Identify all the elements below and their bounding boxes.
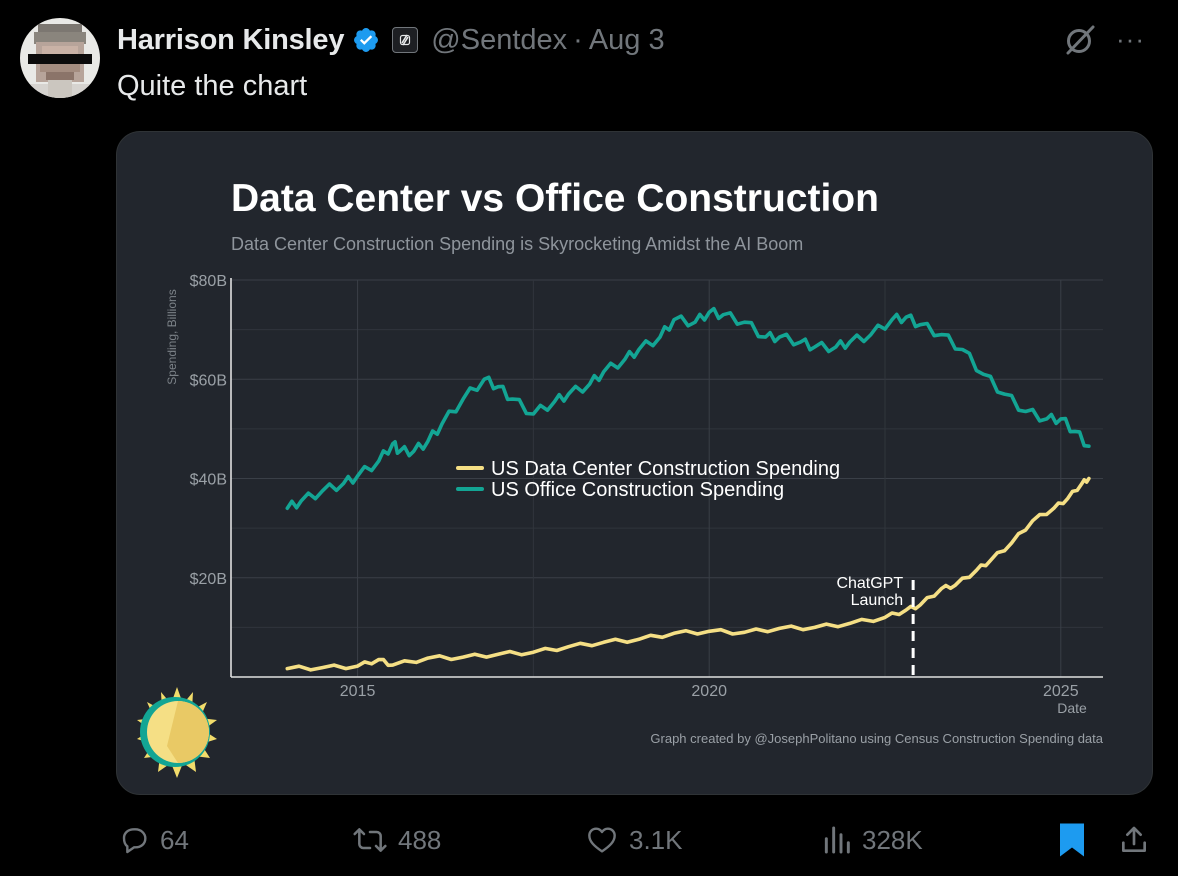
retweet-icon — [353, 828, 387, 852]
legend-label: US Office Construction Spending — [491, 479, 784, 501]
x-tick-label: 2025 — [1043, 683, 1079, 700]
chart: Data Center vs Office Construction Data … — [137, 177, 1104, 778]
annotation-text: Launch — [851, 592, 904, 609]
affiliate-badge-icon[interactable] — [392, 27, 419, 53]
reply-button[interactable]: 64 — [118, 812, 189, 868]
bookmark-icon — [1060, 823, 1084, 857]
tweet-text: Quite the chart — [117, 70, 308, 102]
more-icon[interactable]: ··· — [1116, 24, 1145, 54]
sun-logo-icon — [137, 687, 217, 778]
tweet-header: Harrison Kinsley @Sentdex · Aug 3 — [117, 20, 665, 60]
author-handle[interactable]: @Sentdex — [431, 23, 568, 56]
y-tick-label: $80B — [190, 273, 227, 290]
avatar-image — [20, 18, 100, 98]
chart-credit: Graph created by @JosephPolitano using C… — [650, 731, 1103, 746]
legend-label: US Data Center Construction Spending — [491, 458, 840, 480]
share-icon — [1122, 826, 1146, 852]
y-tick-label: $40B — [190, 472, 227, 489]
retweet-button[interactable]: 488 — [352, 812, 441, 868]
views-count: 328K — [862, 824, 923, 855]
y-tick-label: $60B — [190, 372, 227, 389]
chart-subtitle: Data Center Construction Spending is Sky… — [231, 234, 803, 254]
x-axis-label: Date — [1057, 700, 1087, 716]
reply-icon — [122, 828, 147, 854]
chart-image-card[interactable]: Data Center vs Office Construction Data … — [116, 131, 1153, 795]
header-separator: · — [573, 23, 583, 56]
author-name[interactable]: Harrison Kinsley — [117, 23, 345, 56]
retweet-count: 488 — [398, 824, 442, 855]
chart-title: Data Center vs Office Construction — [231, 177, 879, 220]
y-tick-label: $20B — [190, 571, 227, 588]
action-bar: 64 488 3.1K 328K — [0, 812, 1178, 868]
data-center-series-line — [285, 476, 1091, 672]
annotation-text: ChatGPT — [836, 575, 903, 592]
views-button[interactable]: 328K — [822, 812, 923, 868]
like-icon — [588, 827, 616, 853]
like-button[interactable]: 3.1K — [585, 812, 683, 868]
views-icon — [824, 826, 850, 854]
x-tick-label: 2015 — [340, 683, 376, 700]
like-count: 3.1K — [629, 824, 683, 855]
reply-count: 64 — [160, 824, 189, 855]
bookmark-button[interactable] — [1057, 812, 1097, 868]
x-tick-label: 2020 — [691, 683, 727, 700]
verified-badge-icon — [354, 28, 379, 52]
office-series-line — [285, 306, 1091, 511]
affiliate-logo-icon — [400, 34, 411, 46]
tweet-date[interactable]: Aug 3 — [588, 23, 665, 56]
grok-icon[interactable] — [1062, 22, 1098, 58]
y-axis-label: Spending, Billions — [165, 289, 179, 384]
avatar[interactable] — [20, 18, 100, 98]
share-button[interactable] — [1118, 812, 1160, 868]
